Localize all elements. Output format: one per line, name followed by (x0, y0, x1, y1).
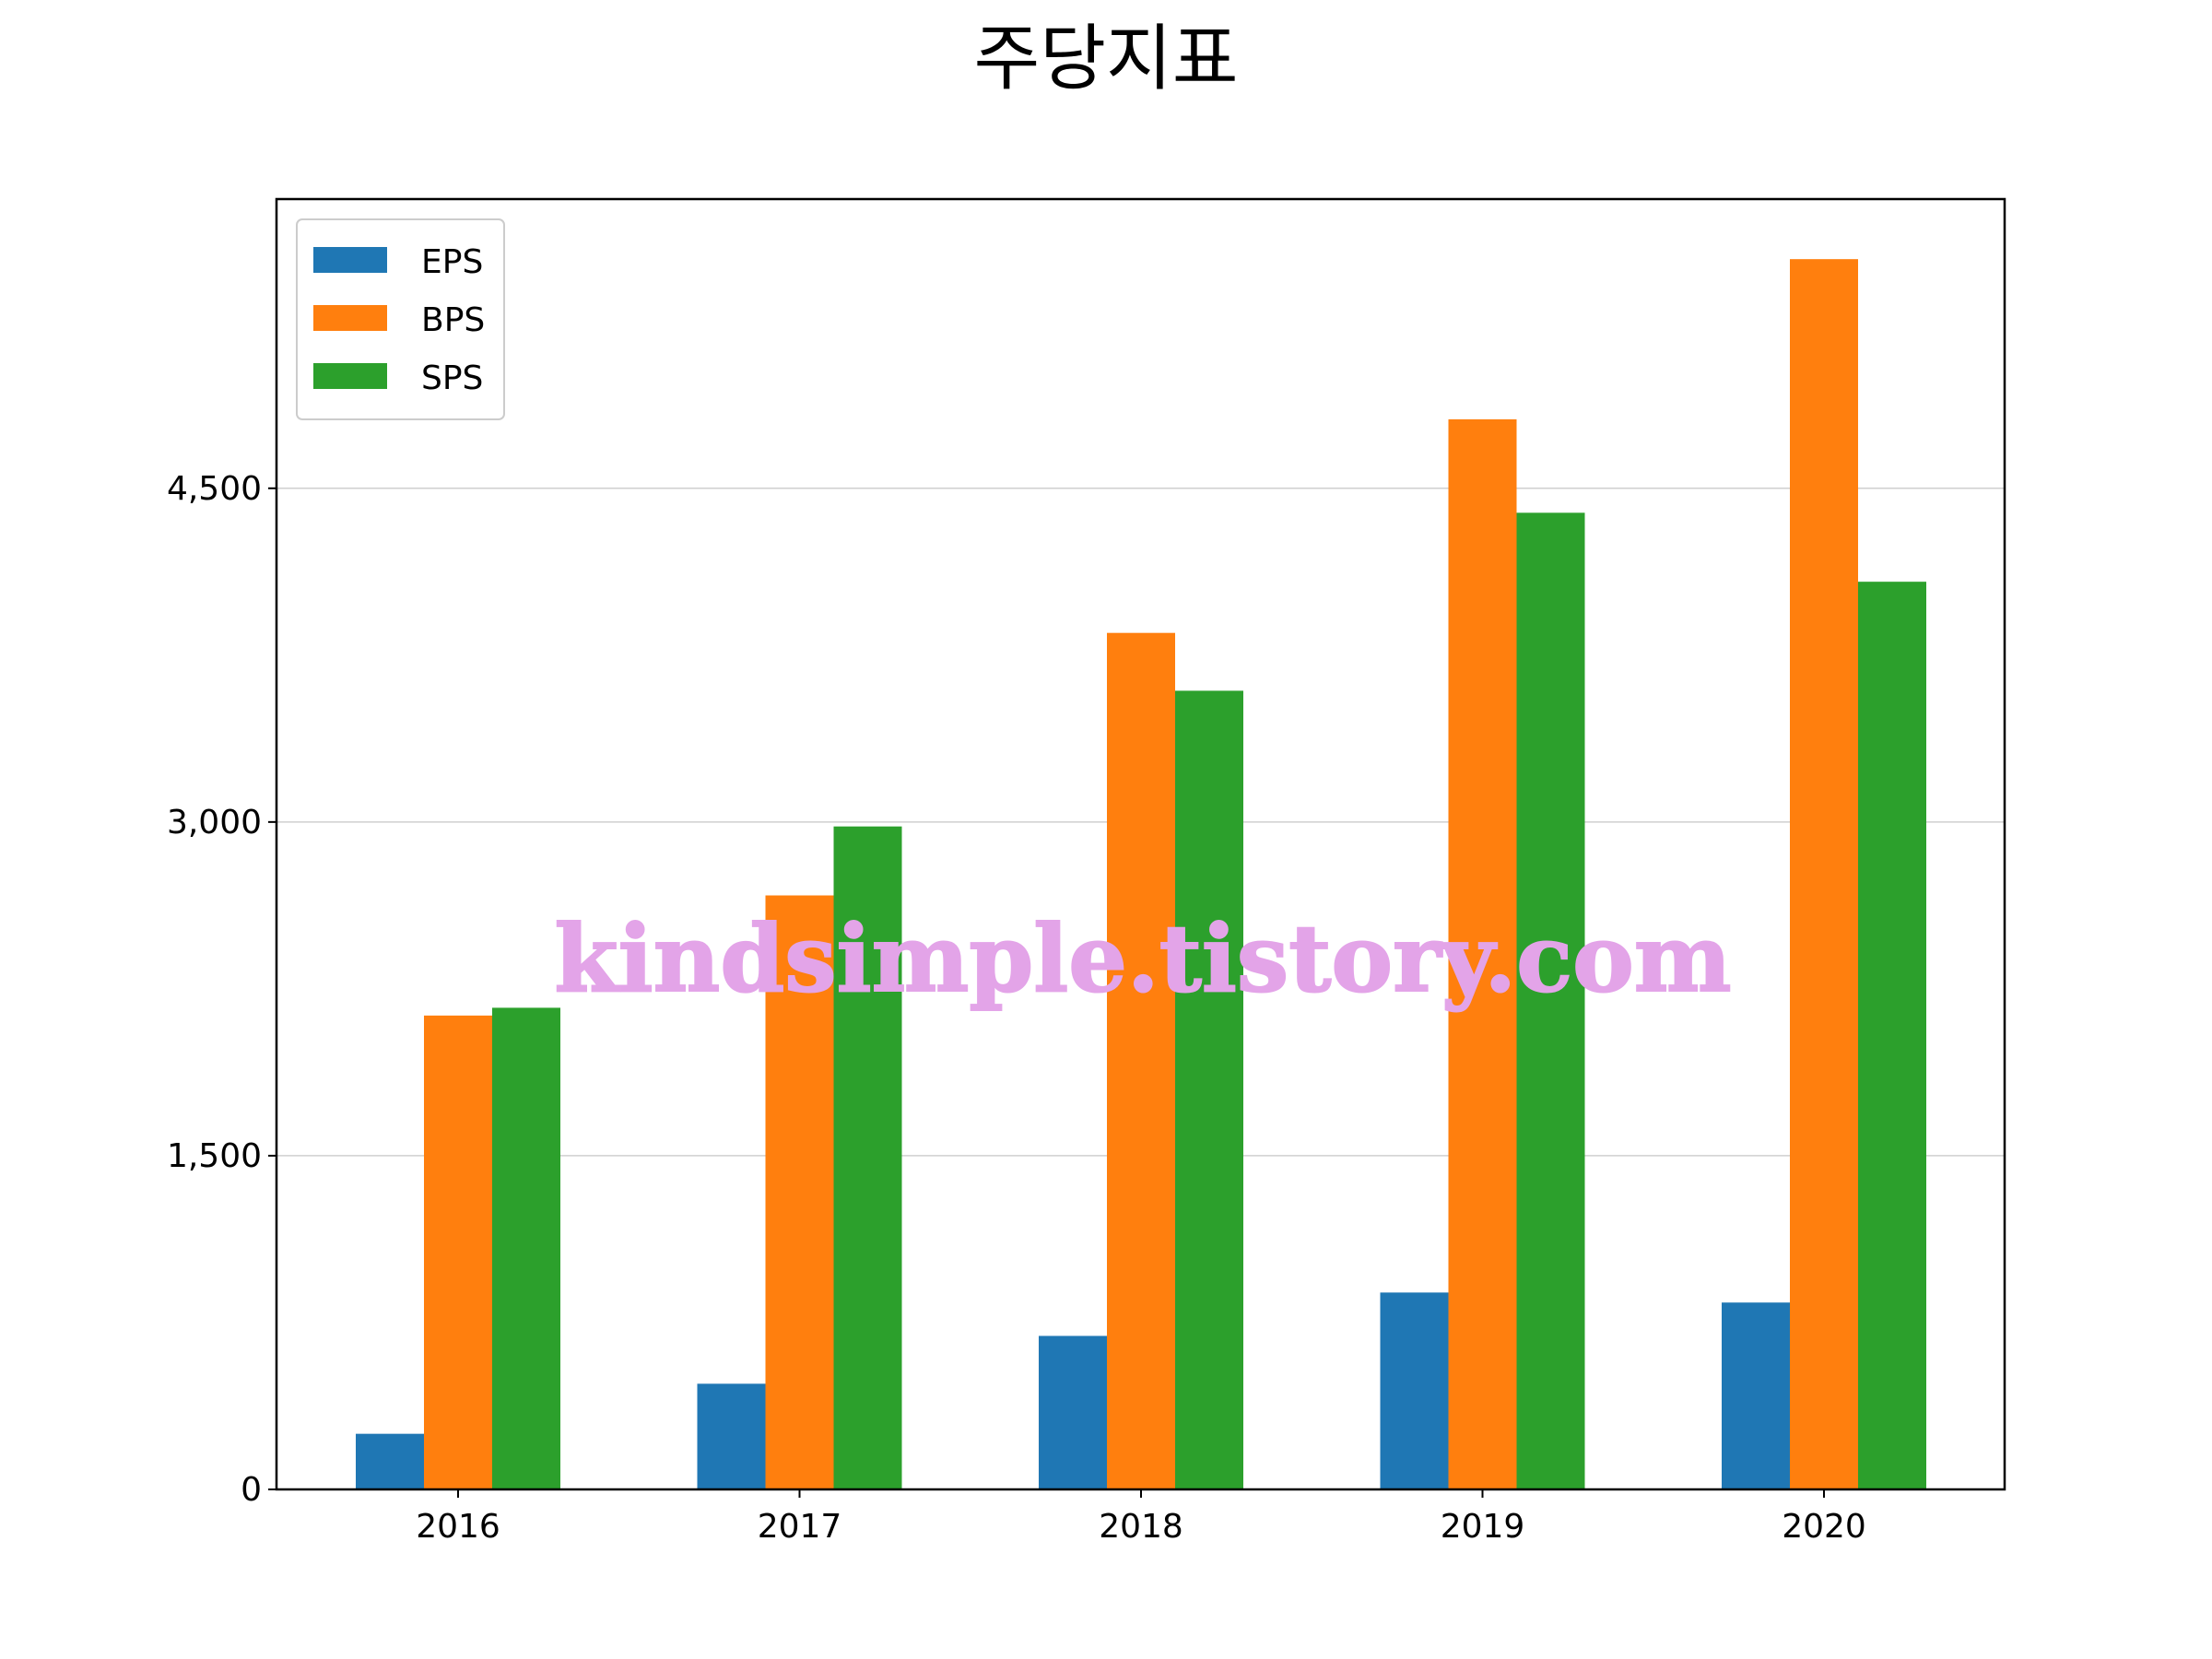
x-tick-label-2019: 2019 (1441, 1508, 1525, 1546)
bar-sps-2019 (1516, 512, 1585, 1489)
legend-label-sps: SPS (421, 359, 483, 397)
x-tick-label-2020: 2020 (1782, 1508, 1866, 1546)
bar-bps-2019 (1448, 418, 1517, 1489)
bar-eps-2020 (1722, 1302, 1790, 1489)
y-tick-label-1,500: 1,500 (167, 1137, 262, 1175)
bar-bps-2017 (765, 895, 834, 1489)
legend-swatch-sps (313, 363, 387, 389)
bar-eps-2016 (356, 1433, 424, 1489)
bar-bps-2018 (1107, 632, 1175, 1489)
bar-bps-2020 (1790, 259, 1858, 1490)
bar-layer (356, 259, 1926, 1490)
axis-layer: 0 1,500 3,000 4,500 2016 2017 2018 2019 2020 (167, 470, 1866, 1546)
legend-label-bps: BPS (421, 301, 485, 339)
y-tick-label-4,500: 4,500 (167, 470, 262, 508)
legend-label-eps: EPS (421, 243, 483, 281)
bar-bps-2016 (424, 1015, 492, 1489)
bar-eps-2017 (697, 1383, 766, 1489)
bar-sps-2017 (833, 826, 902, 1489)
y-tick-label-0: 0 (241, 1471, 262, 1509)
x-tick-label-2017: 2017 (758, 1508, 842, 1546)
x-tick-label-2016: 2016 (416, 1508, 500, 1546)
legend: EPS BPS SPS (296, 218, 505, 420)
bar-sps-2018 (1175, 690, 1243, 1489)
watermark-text: kindsimple.tistory.com (554, 904, 1731, 1013)
bar-sps-2016 (492, 1007, 560, 1489)
chart-title: 주당지표 (973, 18, 1238, 100)
legend-swatch-bps (313, 305, 387, 331)
y-tick-label-3,000: 3,000 (167, 804, 262, 841)
bar-eps-2019 (1380, 1292, 1449, 1489)
bar-eps-2018 (1039, 1335, 1107, 1489)
bar-sps-2020 (1858, 582, 1926, 1489)
x-tick-label-2018: 2018 (1099, 1508, 1183, 1546)
legend-swatch-eps (313, 247, 387, 273)
